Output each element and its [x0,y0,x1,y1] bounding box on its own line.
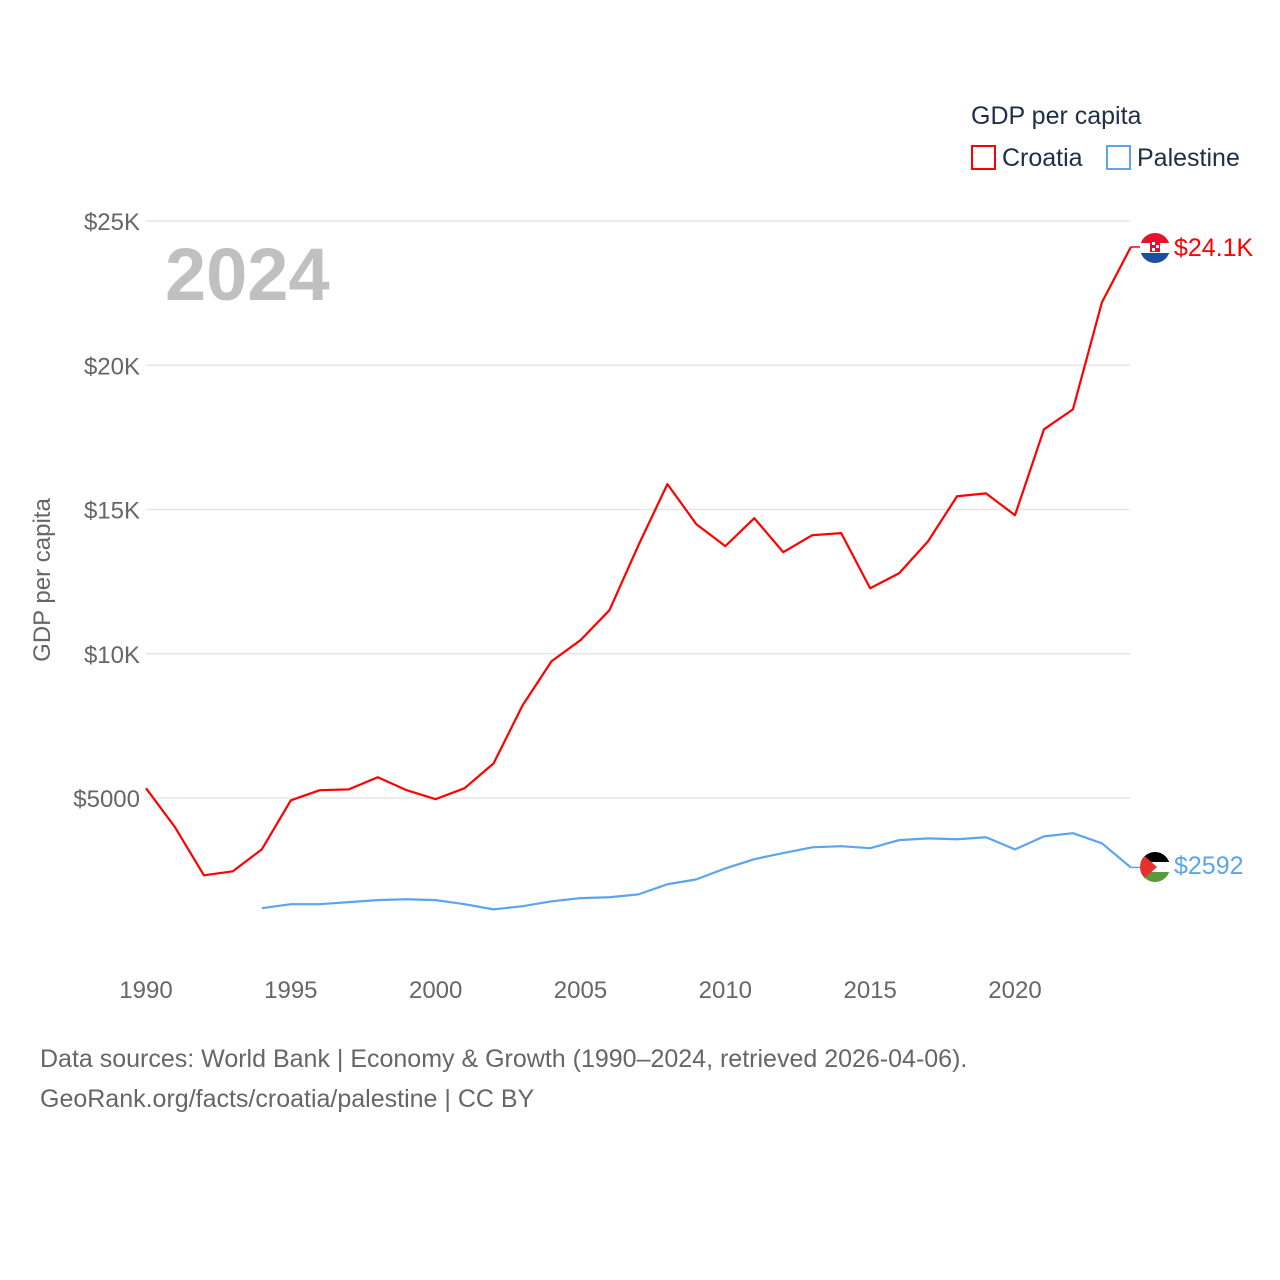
data-point-palestine[interactable] [1041,833,1047,839]
data-point-croatia[interactable] [838,530,844,536]
data-point-palestine[interactable] [549,898,555,904]
data-point-palestine[interactable] [722,865,728,871]
data-point-palestine[interactable] [491,906,497,912]
data-point-croatia[interactable] [1041,426,1047,432]
data-point-croatia[interactable] [635,542,641,548]
data-point-croatia[interactable] [751,515,757,521]
data-point-palestine[interactable] [375,897,381,903]
data-point-croatia[interactable] [780,549,786,555]
x-tick-label: 2015 [843,977,896,1004]
data-point-croatia[interactable] [230,868,236,874]
data-point-croatia[interactable] [288,797,294,803]
x-tick-label: 2010 [699,977,752,1004]
data-point-croatia[interactable] [491,760,497,766]
legend-swatch-croatia[interactable] [971,145,996,170]
data-point-palestine[interactable] [896,837,902,843]
data-point-croatia[interactable] [1012,512,1018,518]
data-point-palestine[interactable] [954,836,960,842]
palestine-flag-icon [1140,852,1170,882]
data-point-palestine[interactable] [1070,830,1076,836]
data-point-palestine[interactable] [606,894,612,900]
y-tick-label: $10K [84,642,140,669]
x-tick-label: 2000 [409,977,462,1004]
x-tick-label: 2005 [554,977,607,1004]
data-point-croatia[interactable] [404,787,410,793]
series-line-croatia[interactable] [145,246,1132,877]
data-point-palestine[interactable] [983,834,989,840]
data-point-palestine[interactable] [780,850,786,856]
data-point-croatia[interactable] [259,846,265,852]
data-point-croatia[interactable] [143,785,149,791]
data-point-croatia[interactable] [375,774,381,780]
data-point-palestine[interactable] [664,881,670,887]
data-point-palestine[interactable] [925,835,931,841]
legend-title: GDP per capita [971,102,1142,130]
data-point-croatia[interactable] [549,658,555,664]
data-point-croatia[interactable] [896,570,902,576]
data-point-croatia[interactable] [693,521,699,527]
data-point-palestine[interactable] [693,876,699,882]
data-point-palestine[interactable] [1099,840,1105,846]
data-point-croatia[interactable] [925,538,931,544]
data-point-palestine[interactable] [867,845,873,851]
year-watermark: 2024 [165,233,330,316]
legend-label-croatia[interactable]: Croatia [1002,144,1083,172]
y-tick-label: $15K [84,498,140,525]
data-point-palestine[interactable] [346,899,352,905]
legend-label-palestine[interactable]: Palestine [1137,144,1240,172]
data-point-croatia[interactable] [346,786,352,792]
palestine-end-label: $2592 [1174,852,1244,880]
data-point-palestine[interactable] [259,905,265,911]
data-point-croatia[interactable] [867,585,873,591]
data-point-palestine[interactable] [462,901,468,907]
data-point-croatia[interactable] [317,787,323,793]
legend-swatch-palestine[interactable] [1106,145,1131,170]
x-tick-label: 1990 [119,977,172,1004]
data-point-croatia[interactable] [433,796,439,802]
data-point-croatia[interactable] [172,824,178,830]
data-point-croatia[interactable] [462,785,468,791]
croatia-end-label: $24.1K [1174,234,1254,262]
y-tick-label: $5000 [73,786,140,813]
data-point-croatia[interactable] [809,532,815,538]
data-point-palestine[interactable] [404,896,410,902]
data-point-palestine[interactable] [1128,864,1134,870]
data-point-palestine[interactable] [751,856,757,862]
data-point-palestine[interactable] [520,903,526,909]
footer-link[interactable]: GeoRank.org/facts/croatia/palestine | CC… [40,1085,535,1113]
data-point-palestine[interactable] [838,843,844,849]
data-point-croatia[interactable] [1099,299,1105,305]
data-point-palestine[interactable] [433,897,439,903]
croatia-flag-icon [1140,233,1170,263]
y-axis-label: GDP per capita [29,498,56,662]
data-point-palestine[interactable] [635,891,641,897]
data-point-palestine[interactable] [288,901,294,907]
data-point-croatia[interactable] [606,607,612,613]
series-line-palestine[interactable] [261,832,1132,911]
footer-sources: Data sources: World Bank | Economy & Gro… [40,1045,968,1073]
data-point-croatia[interactable] [722,543,728,549]
data-point-croatia[interactable] [983,490,989,496]
x-tick-label: 2020 [988,977,1041,1004]
data-point-croatia[interactable] [1070,406,1076,412]
x-tick-label: 1995 [264,977,317,1004]
data-point-palestine[interactable] [317,901,323,907]
y-tick-label: $20K [84,353,140,380]
data-point-croatia[interactable] [520,702,526,708]
data-point-palestine[interactable] [809,844,815,850]
data-point-croatia[interactable] [1128,244,1134,250]
data-point-croatia[interactable] [664,481,670,487]
data-point-palestine[interactable] [578,895,584,901]
data-point-croatia[interactable] [954,493,960,499]
y-tick-label: $25K [84,209,140,236]
data-point-palestine[interactable] [1012,846,1018,852]
data-point-croatia[interactable] [578,637,584,643]
data-point-croatia[interactable] [201,872,207,878]
